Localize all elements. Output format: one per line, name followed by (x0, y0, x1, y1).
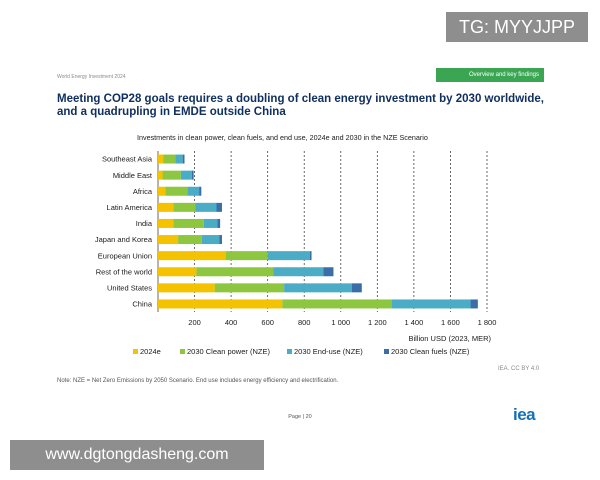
bar-segment (196, 267, 274, 277)
category-label: Japan and Korea (95, 235, 153, 244)
bar-segment (173, 202, 196, 212)
bar-segment (158, 235, 179, 245)
bar-segment (199, 186, 202, 196)
legend-label: 2024e (140, 347, 161, 356)
category-label: European Union (98, 251, 152, 260)
watermark-top: TG: MYYJJPP (446, 12, 588, 42)
bar-segment (282, 299, 392, 309)
bar-segment (158, 202, 174, 212)
report-name: World Energy Investment 2024 (57, 74, 126, 80)
section-tag: Overview and key findings (436, 68, 544, 82)
legend-swatch (180, 349, 185, 354)
bar-segment (267, 251, 310, 261)
bar-segment (309, 251, 312, 261)
x-tick-label: 1 400 (404, 318, 423, 327)
x-tick-label: 1 600 (441, 318, 460, 327)
category-label: Middle East (113, 171, 153, 180)
bar-segment (158, 283, 215, 293)
bar-segment (180, 170, 192, 180)
bar-segment (214, 283, 285, 293)
bar-segment (217, 218, 221, 228)
bar-segment (158, 251, 226, 261)
bar-segment (158, 218, 174, 228)
bar-segment (284, 283, 352, 293)
bar-segment (158, 170, 163, 180)
category-label: India (136, 219, 153, 228)
x-tick-label: 1 200 (368, 318, 387, 327)
bar-segment (182, 154, 185, 164)
chart-title: Investments in clean power, clean fuels,… (137, 133, 428, 142)
bar-segment (173, 218, 204, 228)
watermark-bottom: www.dgtongdasheng.com (10, 440, 264, 470)
source-credit: IEA. CC BY 4.0 (498, 366, 540, 372)
bar-segment (178, 235, 202, 245)
x-tick-label: 600 (261, 318, 274, 327)
category-label: China (132, 300, 152, 309)
bar-segment (175, 154, 183, 164)
bar-segment (323, 267, 334, 277)
footnote: Note: NZE = Net Zero Emissions by 2050 S… (57, 378, 339, 384)
x-tick-label: 1 000 (331, 318, 350, 327)
category-label: Rest of the world (96, 267, 152, 276)
bar-segment (225, 251, 268, 261)
x-tick-label: 400 (225, 318, 238, 327)
legend-label: 2030 Clean fuels (NZE) (391, 347, 470, 356)
legend-swatch (287, 349, 292, 354)
legend-label: 2030 Clean power (NZE) (187, 347, 270, 356)
legend-swatch (133, 349, 138, 354)
x-tick-label: 1 800 (478, 318, 497, 327)
bar-segment (216, 202, 222, 212)
bar-segment (163, 154, 176, 164)
slide-title: Meeting COP28 goals requires a doubling … (57, 93, 544, 118)
x-tick-label: 800 (298, 318, 311, 327)
x-axis-title: Billion USD (2023, MER) (408, 334, 491, 343)
page-number: Page | 20 (288, 414, 312, 420)
bar-segment (351, 283, 362, 293)
legend-label: 2030 End-use (NZE) (294, 347, 363, 356)
bar-segment (158, 267, 197, 277)
bar-segment (165, 186, 188, 196)
category-label: Africa (133, 187, 153, 196)
bar-segment (195, 202, 217, 212)
bar-segment (273, 267, 324, 277)
bar-segment (391, 299, 471, 309)
x-tick-label: 200 (188, 318, 201, 327)
legend-swatch (384, 349, 389, 354)
bar-segment (470, 299, 478, 309)
category-label: Latin America (107, 203, 153, 212)
bar-segment (162, 170, 181, 180)
category-label: United States (107, 283, 152, 292)
bar-segment (191, 170, 194, 180)
bar-segment (158, 186, 166, 196)
category-label: Southeast Asia (102, 155, 153, 164)
iea-logo[interactable]: iea (513, 405, 536, 424)
bar-segment (219, 235, 222, 245)
bar-segment (201, 235, 220, 245)
bar-segment (187, 186, 200, 196)
bar-segment (158, 154, 164, 164)
bar-segment (203, 218, 218, 228)
bar-segment (158, 299, 283, 309)
